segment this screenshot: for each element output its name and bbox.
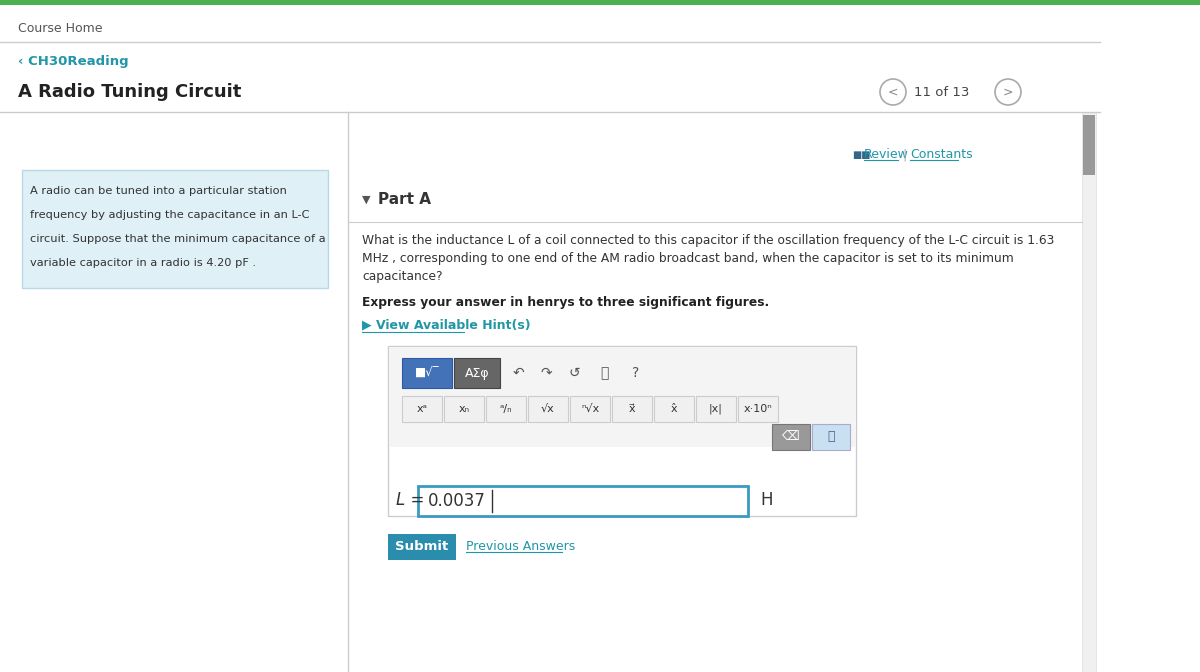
Text: ᵃ/ₙ: ᵃ/ₙ: [499, 404, 512, 414]
Text: ⌫: ⌫: [782, 431, 800, 444]
Text: ▼: ▼: [362, 195, 371, 205]
Text: Review: Review: [864, 149, 908, 161]
Bar: [348, 178, 1082, 220]
Text: ↷: ↷: [540, 366, 552, 380]
Bar: [654, 396, 694, 422]
Text: ↺: ↺: [568, 366, 580, 380]
Bar: [418, 486, 748, 516]
Text: xₙ: xₙ: [458, 404, 469, 414]
Text: Course Home: Course Home: [18, 22, 102, 34]
Text: x⃗: x⃗: [629, 404, 635, 414]
Bar: [772, 424, 810, 450]
Text: <: <: [888, 85, 899, 99]
Text: x·10ⁿ: x·10ⁿ: [744, 404, 773, 414]
Text: variable capacitor in a radio is 4.20 pF .: variable capacitor in a radio is 4.20 pF…: [30, 258, 256, 268]
Text: x̂: x̂: [671, 404, 677, 414]
Text: Constants: Constants: [910, 149, 973, 161]
Bar: [389, 347, 854, 447]
Bar: [348, 112, 1082, 672]
Bar: [696, 396, 736, 422]
Bar: [22, 170, 328, 288]
Bar: [612, 396, 652, 422]
Text: xᵃ: xᵃ: [416, 404, 427, 414]
Bar: [1082, 112, 1096, 672]
Text: 11 of 13: 11 of 13: [914, 85, 970, 99]
Text: 0.0037: 0.0037: [428, 492, 486, 510]
Text: Part A: Part A: [378, 192, 431, 208]
Text: Express your answer in henrys to three significant figures.: Express your answer in henrys to three s…: [362, 296, 769, 309]
Text: Previous Answers: Previous Answers: [466, 540, 575, 554]
Bar: [738, 396, 778, 422]
Bar: [388, 346, 856, 516]
Text: ⁿ√x: ⁿ√x: [581, 404, 599, 414]
Text: |: |: [902, 149, 906, 161]
Text: √x: √x: [541, 404, 554, 414]
Bar: [528, 396, 568, 422]
Bar: [402, 396, 442, 422]
Text: frequency by adjusting the capacitance in an L-C: frequency by adjusting the capacitance i…: [30, 210, 310, 220]
Bar: [812, 424, 850, 450]
Bar: [1084, 115, 1096, 175]
Circle shape: [880, 79, 906, 105]
Text: A radio can be tuned into a particular station: A radio can be tuned into a particular s…: [30, 186, 287, 196]
Text: ?: ?: [632, 366, 640, 380]
Text: What is the inductance L of a coil connected to this capacitor if the oscillatio: What is the inductance L of a coil conne…: [362, 234, 1055, 247]
Bar: [486, 396, 526, 422]
Text: >: >: [1003, 85, 1013, 99]
Text: Submit: Submit: [395, 540, 449, 554]
Text: ⌸: ⌸: [827, 431, 835, 444]
Bar: [444, 396, 484, 422]
Text: capacitance?: capacitance?: [362, 270, 443, 283]
Text: AΣφ: AΣφ: [464, 366, 490, 380]
Text: ⌸: ⌸: [600, 366, 608, 380]
Bar: [0, 0, 1200, 5]
Text: |x|: |x|: [709, 404, 722, 414]
Text: ▶ View Available Hint(s): ▶ View Available Hint(s): [362, 318, 530, 331]
Text: L =: L =: [396, 491, 425, 509]
Bar: [388, 534, 456, 560]
Circle shape: [995, 79, 1021, 105]
Bar: [454, 358, 500, 388]
Text: H: H: [760, 491, 773, 509]
Text: MHz , corresponding to one end of the AM radio broadcast band, when the capacito: MHz , corresponding to one end of the AM…: [362, 252, 1014, 265]
Bar: [402, 358, 452, 388]
Text: ‹ CH30Reading: ‹ CH30Reading: [18, 56, 128, 69]
Text: ■√‾: ■√‾: [415, 366, 439, 380]
Text: ↶: ↶: [512, 366, 524, 380]
Text: A Radio Tuning Circuit: A Radio Tuning Circuit: [18, 83, 241, 101]
Text: circuit. Suppose that the minimum capacitance of a: circuit. Suppose that the minimum capaci…: [30, 234, 325, 244]
Text: ■■: ■■: [852, 150, 870, 160]
Bar: [570, 396, 610, 422]
